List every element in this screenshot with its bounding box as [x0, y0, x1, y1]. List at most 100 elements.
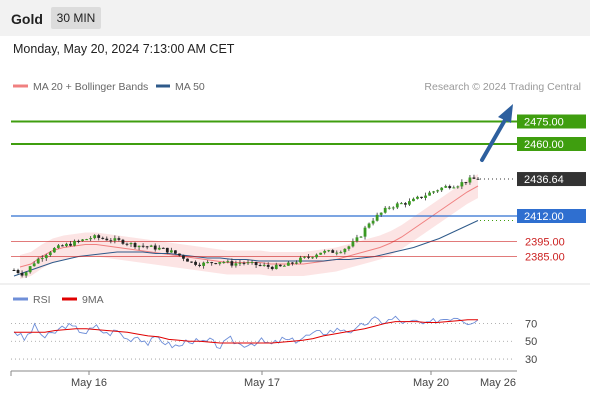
candle	[355, 234, 359, 243]
candle	[141, 243, 145, 249]
candle	[198, 262, 201, 268]
candle-body	[85, 239, 89, 241]
candle	[121, 238, 125, 245]
candle-body	[56, 245, 60, 248]
candle-body	[282, 265, 286, 267]
x-tick-label-3: May 26	[480, 377, 516, 389]
legend-9ma-label: 9MA	[82, 294, 104, 306]
interval-button[interactable]: 30 MIN	[51, 7, 101, 29]
candle	[117, 236, 121, 242]
candle	[403, 202, 407, 208]
candle	[44, 253, 48, 261]
candle-body	[424, 195, 427, 198]
candle-body	[266, 264, 270, 267]
candle-body	[165, 247, 169, 253]
candle	[222, 260, 226, 264]
candle	[48, 251, 52, 257]
candle-body	[173, 250, 177, 254]
candle-body	[93, 235, 97, 239]
candle-body	[182, 255, 185, 259]
support-label-5: 2385.00	[525, 252, 565, 264]
candle-body	[315, 254, 319, 258]
candle-body	[65, 243, 68, 247]
candle-body	[416, 196, 419, 199]
candle-body	[339, 252, 343, 254]
candle-body	[48, 252, 52, 256]
candle-body	[335, 252, 339, 254]
bollinger-band-fill	[20, 174, 478, 279]
candle	[448, 184, 452, 190]
candle-body	[367, 223, 371, 228]
candle	[97, 233, 101, 241]
candle	[113, 235, 117, 244]
candle	[242, 261, 246, 266]
candle-body	[32, 263, 36, 267]
candle-body	[230, 261, 234, 266]
candle-body	[250, 261, 254, 263]
candle	[234, 260, 238, 268]
x-tick-label-2: May 20	[413, 377, 449, 389]
candle-body	[69, 243, 72, 246]
candle-body	[141, 245, 145, 247]
rsi-tick-label-30: 30	[525, 354, 537, 366]
candle-body	[210, 262, 214, 264]
candle-body	[254, 261, 258, 266]
candle	[214, 262, 218, 265]
candle	[274, 262, 278, 270]
candle-body	[190, 261, 193, 263]
candle-body	[198, 264, 201, 266]
candle-body	[307, 256, 310, 258]
candle	[343, 248, 347, 255]
x-axis-ticks: May 16 May 17 May 20 May 26	[71, 371, 516, 389]
candle	[311, 256, 314, 259]
candle-body	[444, 186, 448, 188]
candle-body	[468, 177, 472, 183]
candle-body	[77, 240, 80, 242]
candle	[238, 259, 242, 266]
candle	[129, 242, 133, 247]
candle-body	[323, 250, 327, 253]
candle-body	[383, 207, 387, 213]
candle	[323, 249, 327, 255]
candle-body	[61, 245, 64, 247]
candle-body	[73, 240, 76, 246]
candle-body	[403, 203, 407, 205]
rsi-tick-label-50: 50	[525, 336, 537, 348]
candle	[56, 243, 60, 249]
candle-body	[214, 263, 218, 265]
candle-body	[375, 214, 379, 221]
candle	[432, 190, 436, 195]
candle-body	[81, 239, 84, 241]
candle	[270, 265, 274, 271]
candle	[210, 261, 214, 266]
candle	[282, 264, 286, 267]
pivot-label: 2412.00	[524, 211, 564, 223]
candle	[367, 222, 371, 229]
candle-body	[412, 198, 415, 202]
candle	[460, 179, 464, 190]
candle	[456, 185, 460, 189]
last-price-label: 2436.64	[524, 174, 564, 186]
candle	[331, 249, 335, 253]
legend-ma20-label: MA 20 + Bollinger Bands	[33, 81, 148, 93]
candle-body	[202, 262, 206, 266]
candle-body	[218, 262, 222, 264]
candle-body	[28, 266, 32, 273]
symbol-title: Gold	[11, 11, 43, 27]
candle	[20, 270, 24, 278]
candle-body	[129, 242, 133, 245]
candle	[351, 238, 355, 248]
candle	[315, 253, 319, 259]
candle-body	[105, 238, 109, 241]
candle	[464, 182, 468, 186]
candle	[81, 239, 84, 242]
candle	[194, 260, 197, 267]
candle	[258, 263, 262, 267]
candle	[363, 225, 367, 240]
candle-body	[395, 203, 399, 208]
candle	[12, 268, 16, 271]
candle-body	[347, 246, 351, 249]
candle-body	[226, 261, 230, 263]
candle	[278, 264, 282, 267]
